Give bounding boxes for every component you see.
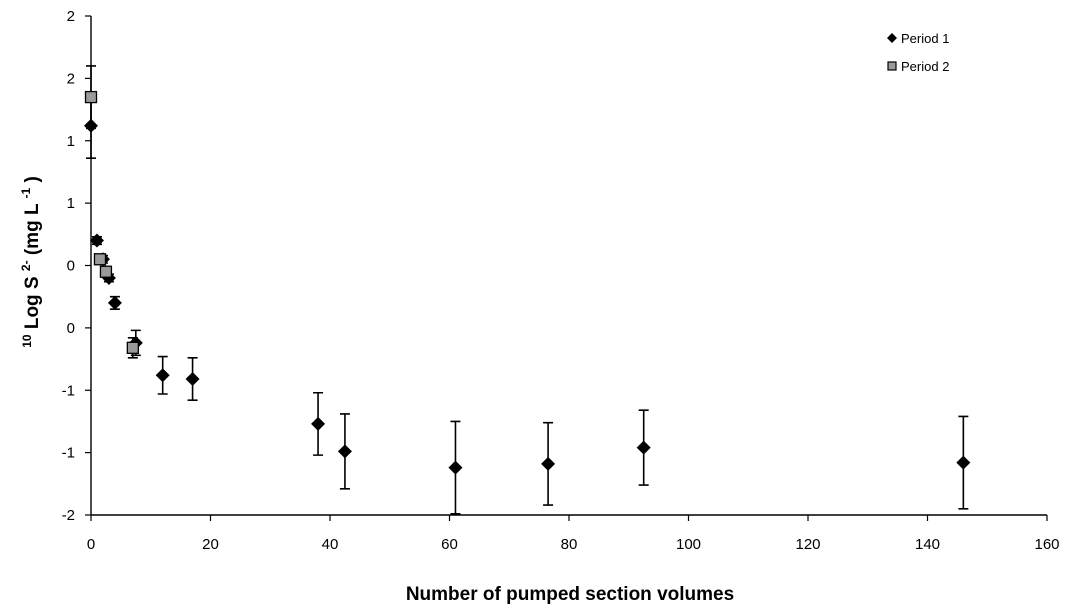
y-tick-label: -1 xyxy=(62,382,75,399)
data-marks xyxy=(84,65,971,515)
x-tick-label: 120 xyxy=(795,536,820,553)
y-axis-ticks: -2 -1 -1 0 0 1 1 2 2 xyxy=(62,8,91,524)
x-tick-label: 80 xyxy=(561,536,578,553)
data-point xyxy=(956,455,971,470)
legend: Period 1 Period 2 xyxy=(887,31,949,74)
y-tick-label: 1 xyxy=(67,195,75,212)
y-tick-label: -2 xyxy=(62,507,75,524)
x-tick-label: 20 xyxy=(202,536,219,553)
data-point xyxy=(89,233,104,248)
data-point xyxy=(107,295,122,310)
x-axis-title: Number of pumped section volumes xyxy=(406,584,734,605)
y-tick-label: 1 xyxy=(67,133,75,150)
data-point xyxy=(337,444,352,459)
legend-marker-diamond xyxy=(887,33,897,43)
x-tick-label: 60 xyxy=(441,536,458,553)
y-axis-title-unit-open: (mg L xyxy=(22,203,43,255)
axes xyxy=(90,16,1047,516)
legend-label: Period 2 xyxy=(901,59,949,74)
data-point xyxy=(84,90,98,104)
y-tick-label: 2 xyxy=(67,70,75,87)
x-tick-label: 100 xyxy=(676,536,701,553)
data-point xyxy=(126,341,139,354)
x-tick-label: 40 xyxy=(322,536,339,553)
data-point xyxy=(311,416,326,431)
data-point xyxy=(99,265,113,278)
data-point xyxy=(636,440,651,455)
x-tick-label: 0 xyxy=(87,536,95,553)
x-tick-label: 160 xyxy=(1034,536,1059,553)
data-point xyxy=(448,460,463,475)
y-axis-title-main-sup: 2- xyxy=(19,260,33,271)
data-point xyxy=(541,456,556,471)
y-axis-title-unit-close: ) xyxy=(22,176,43,182)
data-point xyxy=(185,372,200,387)
y-tick-label: 0 xyxy=(67,258,75,275)
y-axis-title-main: Log S xyxy=(22,276,43,329)
series-1 xyxy=(84,92,971,515)
legend-marker-square xyxy=(887,61,897,71)
y-axis-title-prefix-sup: 10 xyxy=(20,334,34,348)
y-tick-label: 0 xyxy=(67,320,75,337)
x-tick-label: 140 xyxy=(915,536,940,553)
x-axis-ticks: 0 20 40 60 80 100 120 140 160 xyxy=(87,515,1060,553)
legend-label: Period 1 xyxy=(901,31,949,46)
y-tick-label: 2 xyxy=(67,8,75,25)
data-point xyxy=(93,253,107,266)
y-axis-title-unit-sup: -1 xyxy=(19,187,33,198)
data-point xyxy=(155,368,170,383)
series-2 xyxy=(84,65,139,359)
y-tick-label: -1 xyxy=(62,445,75,462)
y-axis-title: 10 Log S 2- (mg L -1 ) xyxy=(14,176,43,348)
